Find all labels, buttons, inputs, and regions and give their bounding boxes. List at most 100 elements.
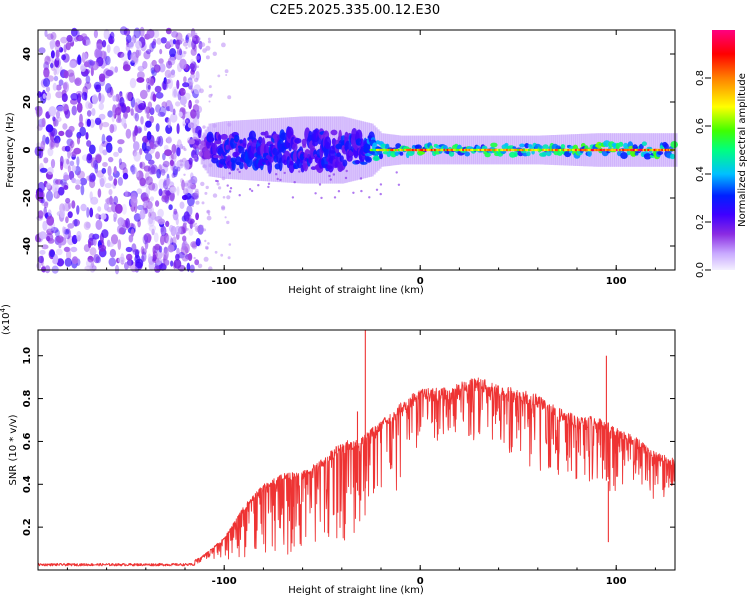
spectrogram-noise-blob [142,60,148,70]
spectrogram-noise-blob [147,164,156,175]
spectrogram-noise-blob [81,91,88,101]
spectrogram-noise-blob [124,190,128,198]
spectrogram-noise-blob [167,78,173,89]
spectrogram-noise-blob [78,121,84,128]
spectrogram-noise-blob [65,42,71,51]
spectrogram-noise-blob [176,166,181,172]
spectrogram-noise-blob [159,48,163,55]
spectrogram-noise-blob [173,208,178,215]
spectrogram-noise-blob [118,227,125,235]
spectrogram-noise-blob [135,258,144,269]
spectrogram-noise-blob [113,195,119,205]
spectrogram-noise-blob [329,178,332,181]
spectrogram-noise-blob [76,136,81,145]
spectrogram-band-blob [221,151,228,156]
spectrogram-ytick-label: -40 [22,237,33,255]
spectrogram-noise-blob [162,160,170,168]
spectrogram-noise-blob [71,105,77,116]
spectrogram-noise-blob [95,154,102,164]
snr-xtick-label: -100 [212,576,237,587]
spectrogram-noise-blob [276,177,279,181]
spectrogram-noise-blob [160,234,165,246]
spectrogram-noise-blob [145,145,152,152]
spectrogram-noise-blob [127,49,132,61]
spectrogram-noise-blob [55,91,63,99]
spectrogram-noise-blob [190,109,197,119]
spectrogram-noise-blob [149,107,155,115]
spectrogram-noise-blob [66,158,70,165]
spectrogram-band-blob [519,143,526,148]
spectrogram-noise-blob [155,104,161,113]
spectrogram-noise-blob [64,257,73,267]
spectrogram-noise-blob [172,165,179,176]
spectrogram-band-halo [230,120,233,180]
spectrogram-band-blob [448,150,455,157]
spectrogram-noise-blob [54,229,60,237]
spectrogram-noise-blob [88,144,96,155]
spectrogram-xtick-label: -100 [212,276,237,287]
spectrogram-noise-blob [41,117,46,128]
spectrogram-noise-blob [195,222,198,225]
spectrogram-xlabel: Height of straight line (km) [288,285,424,296]
spectrogram-noise-blob [202,48,207,53]
spectrogram-noise-blob [146,28,155,39]
spectrogram-noise-blob [68,202,72,210]
spectrogram-noise-blob [195,55,200,60]
spectrogram-noise-blob [146,49,152,55]
spectrogram-noise-blob [117,176,123,186]
spectrogram-noise-blob [104,182,113,189]
spectrogram-noise-blob [94,117,102,126]
spectrogram-noise-blob [85,221,91,229]
spectrogram-noise-blob [105,55,111,66]
spectrogram-noise-blob [152,93,157,102]
spectrogram-noise-blob [163,232,169,244]
spectrogram-noise-blob [42,93,46,99]
spectrogram-noise-blob [188,179,193,184]
spectrogram-noise-blob [109,248,116,258]
spectrogram-noise-blob [125,34,132,43]
spectrogram-noise-blob [212,51,217,56]
colorbar-gradient [712,30,735,270]
spectrogram-noise-blob [226,195,231,200]
spectrogram-noise-blob [53,68,57,76]
spectrogram-band-blob [365,156,372,163]
spectrogram-noise-blob [206,215,212,221]
spectrogram-noise-blob [178,111,183,118]
spectrogram-noise-blob [176,186,180,196]
spectrogram-noise-blob [397,183,401,186]
spectrogram-noise-blob [113,178,118,186]
spectrogram-noise-blob [176,247,180,255]
spectrogram-noise-blob [120,52,129,61]
spectrogram-noise-blob [98,93,105,104]
spectrogram-noise-blob [395,171,398,174]
spectrogram-ytick-label: 0 [22,146,33,153]
spectrogram-noise-blob [224,216,227,219]
spectrogram-noise-blob [228,243,232,246]
spectrogram-noise-blob [164,79,171,84]
spectrogram-noise-blob [41,265,46,273]
spectrogram-noise-blob [65,197,71,204]
spectrogram-noise-blob [117,217,124,226]
spectrogram-noise-blob [63,70,69,79]
spectrogram-noise-blob [70,246,78,253]
spectrogram-noise-blob [46,167,54,175]
spectrogram-noise-blob [197,43,203,49]
spectrogram-band-blob [372,155,380,162]
spectrogram-noise-blob [136,188,143,195]
spectrogram-noise-blob [267,185,270,189]
spectrogram-noise-blob [122,172,129,180]
spectrogram-noise-blob [190,73,196,79]
spectrogram-noise-blob [84,81,92,90]
snr-panel: -100 0 100 0.2 0.4 0.6 0.8 1.0 Height of straig… [0,304,676,596]
spectrogram-noise-blob [102,149,108,156]
spectrogram-noise-blob [195,188,199,193]
spectrogram-band-blob [330,129,338,136]
spectrogram-noise-blob [187,252,193,262]
spectrogram-noise-blob [279,178,282,182]
spectrogram-noise-blob [61,54,66,61]
spectrogram-noise-blob [170,260,174,267]
spectrogram-noise-blob [163,144,169,151]
spectrogram-noise-blob [158,58,164,64]
spectrogram-noise-blob [52,116,56,122]
